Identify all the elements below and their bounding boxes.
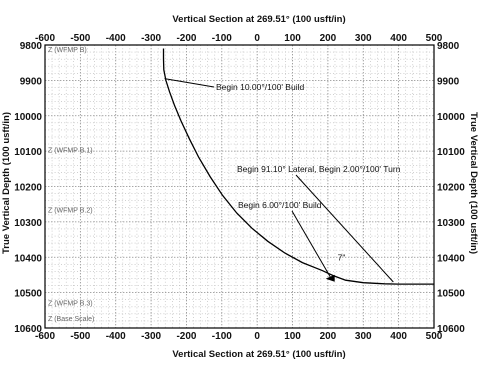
- y-tick-label-right: 10600: [437, 324, 465, 335]
- x-tick-label-top: 0: [254, 33, 260, 44]
- x-tick-label-bottom: -500: [70, 331, 90, 342]
- x-tick-label-top: -200: [176, 33, 196, 44]
- x-tick-label-bottom: 200: [320, 331, 337, 342]
- x-tick-label-top: 400: [390, 33, 407, 44]
- formation-label: Z (WFMP B.3): [48, 301, 93, 308]
- y-tick-label-left: 10600: [14, 324, 42, 335]
- x-tick-label-bottom: 400: [390, 331, 407, 342]
- y-axis-title-right: True Vertical Depth (100 usft/in): [468, 112, 479, 254]
- x-tick-label-top: 100: [284, 33, 301, 44]
- plot-frame: [44, 44, 435, 329]
- x-tick-label-top: -100: [212, 33, 232, 44]
- x-tick-label-bottom: 0: [254, 331, 260, 342]
- annotation-leader-line: [295, 174, 394, 283]
- y-tick-label-right: 10500: [437, 289, 465, 300]
- y-tick-label-right: 10300: [437, 218, 465, 229]
- y-tick-label-right: 9900: [437, 76, 460, 87]
- x-tick-label-top: -600: [35, 33, 55, 44]
- x-tick-label-bottom: -400: [106, 331, 126, 342]
- series-line-wellbore: [162, 48, 408, 285]
- casing-marker: [325, 274, 335, 282]
- casing-marker-label: 7": [338, 253, 346, 263]
- formation-label: Z (WFMP B.1): [48, 147, 93, 154]
- x-tick-label-bottom: -100: [212, 331, 232, 342]
- annotations: Begin 10.00°/100' Build Begin 91.10° Late…: [164, 78, 401, 283]
- y-tick-label-right: 9800: [437, 41, 460, 52]
- y-tick-label-right: 10400: [437, 253, 465, 264]
- x-tick-label-bottom: 100: [284, 331, 301, 342]
- x-tick-label-top: 200: [320, 33, 337, 44]
- x-tick-label-bottom: -200: [176, 331, 196, 342]
- chart-title-top: Vertical Section at 269.51° (100 usft/in…: [172, 14, 345, 25]
- x-tick-label-bottom: 300: [355, 331, 372, 342]
- y-tick-label-left: 9800: [20, 41, 43, 52]
- formation-label: Z (WFMP B): [48, 47, 87, 54]
- x-tick-label-top: -500: [70, 33, 90, 44]
- x-tick-label-top: 300: [355, 33, 372, 44]
- tick-labels: -600 -600 -500 -500 -400 -400 -300 -300 -200 -200…: [14, 33, 465, 342]
- x-tick-label-top: -300: [141, 33, 161, 44]
- formation-label: Z (Base Scale): [48, 316, 94, 323]
- annotation-label: Begin 10.00°/100' Build: [216, 82, 304, 92]
- y-tick-label-left: 10300: [14, 218, 42, 229]
- x-tick-label-bottom: -300: [141, 331, 161, 342]
- y-tick-label-left: 10400: [14, 253, 42, 264]
- y-tick-label-left: 10000: [14, 112, 42, 123]
- chart-title-bottom: Vertical Section at 269.51° (100 usft/in…: [172, 349, 345, 360]
- casing-marker-shape: [325, 274, 335, 282]
- x-tick-label-bottom: -600: [35, 331, 55, 342]
- annotation-leader-line: [291, 210, 332, 279]
- annotation-label: Begin 91.10° Lateral, Begin 2.00°/100' T…: [237, 164, 401, 174]
- y-tick-label-right: 10200: [437, 183, 465, 194]
- x-tick-label-top: 500: [426, 33, 443, 44]
- formation-labels: Z (WFMP B) Z (WFMP B.1) Z (WFMP B.2) Z (WFM…: [48, 47, 94, 323]
- annotation-leader-line: [164, 78, 215, 88]
- y-tick-label-right: 10100: [437, 147, 465, 158]
- annotation-label: Begin 6.00°/100' Build: [238, 200, 322, 210]
- y-tick-label-left: 9900: [20, 76, 43, 87]
- formation-label: Z (WFMP B.2): [48, 207, 93, 214]
- x-tick-label-bottom: 500: [426, 331, 443, 342]
- y-tick-label-left: 10500: [14, 289, 42, 300]
- x-tick-label-top: -400: [106, 33, 126, 44]
- y-tick-label-right: 10000: [437, 112, 465, 123]
- y-tick-label-left: 10200: [14, 183, 42, 194]
- y-tick-label-left: 10100: [14, 147, 42, 158]
- y-axis-title-left: True Vertical Depth (100 usft/in): [1, 112, 12, 254]
